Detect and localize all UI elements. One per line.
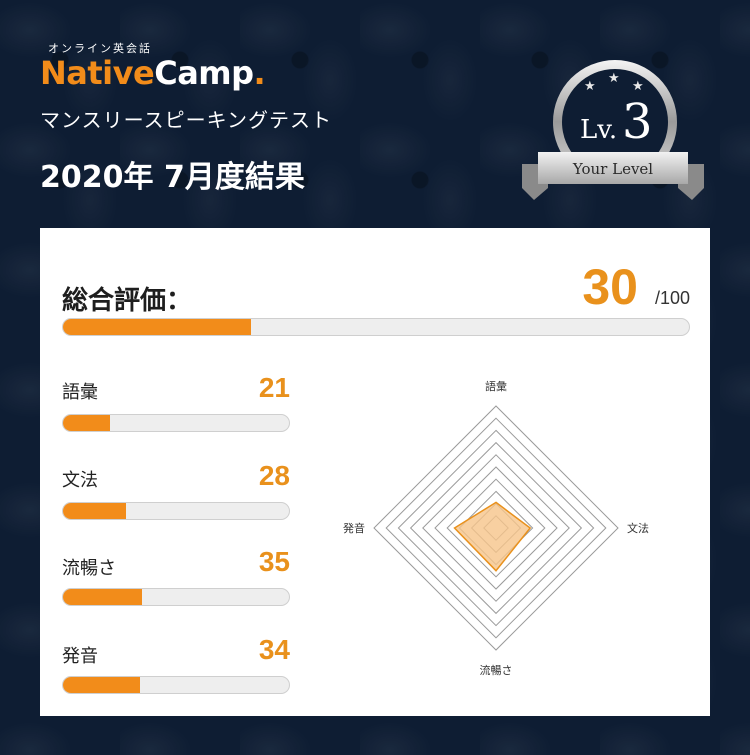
radar-chart: 語彙 文法 流暢さ 発音	[343, 379, 649, 677]
total-score-bar	[62, 318, 690, 336]
nativecamp-logo: NativeCamp.	[40, 54, 266, 92]
metric-label-pronunciation: 発音	[62, 646, 98, 667]
metric-bar-grammar	[62, 502, 290, 520]
total-score-bar-fill	[63, 319, 251, 335]
ribbon	[538, 152, 688, 184]
total-score-value: 30	[582, 259, 638, 315]
radar-grid-ring	[373, 405, 619, 651]
radar-grid-ring	[446, 478, 546, 578]
metric-bar-vocabulary	[62, 414, 290, 432]
radar-grid-ring	[385, 417, 607, 639]
metric-score-pronunciation: 34	[258, 634, 290, 665]
radar-axis-label-fluency: 流暢さ	[480, 663, 513, 677]
metric-bar-fill	[63, 503, 127, 519]
radar-score-polygon	[453, 501, 532, 572]
metric-score-vocabulary: 21	[258, 372, 290, 403]
level-prefix: Lv.	[580, 115, 617, 145]
ribbon-text: Your Level	[572, 160, 653, 178]
radar-grid-ring	[422, 454, 570, 602]
metric-bar-fluency	[62, 588, 290, 606]
logo-text-camp: Camp	[154, 54, 254, 92]
total-score-label: 総合評価：	[62, 286, 193, 316]
logo-dot: .	[253, 54, 266, 92]
radar-axis-label-pronunciation: 発音	[343, 521, 365, 535]
badge-inner	[562, 69, 668, 175]
logo-tagline: オンライン英会話	[48, 42, 152, 55]
radar-axis-label-grammar: 文法	[627, 521, 649, 535]
metric-score-fluency: 35	[258, 546, 290, 577]
radar-grid-ring	[434, 466, 558, 590]
metric-label-vocabulary: 語彙	[62, 382, 98, 403]
header: オンライン英会話 NativeCamp. マンスリースピーキングテスト 2020…	[0, 0, 750, 228]
page-title: 2020年 7月度結果	[40, 160, 305, 195]
total-score-max: /100	[654, 288, 690, 308]
metric-bar-pronunciation	[62, 676, 290, 694]
metric-bar-fill	[63, 589, 143, 605]
radar-grid-ring	[397, 429, 595, 627]
level-badge: ★ ★ ★ Lv. 3 Your Level	[522, 60, 704, 200]
result-card: 総合評価： 30 /100 語彙 21 文法 28 流暢さ 35 発音 34 語…	[40, 228, 710, 716]
metric-label-fluency: 流暢さ	[62, 558, 116, 579]
radar-axis-label-vocabulary: 語彙	[485, 379, 507, 393]
metric-bar-fill	[63, 677, 140, 693]
logo-text-native: Native	[40, 54, 155, 92]
metric-bar-fill	[63, 415, 111, 431]
star-icon: ★	[632, 79, 644, 94]
level-number: 3	[622, 94, 653, 150]
metric-label-grammar: 文法	[62, 470, 98, 491]
star-icon: ★	[608, 71, 620, 86]
test-subtitle: マンスリースピーキングテスト	[40, 108, 332, 132]
radar-grid-ring	[409, 441, 583, 615]
star-icon: ★	[584, 79, 596, 94]
metric-score-grammar: 28	[258, 460, 290, 491]
